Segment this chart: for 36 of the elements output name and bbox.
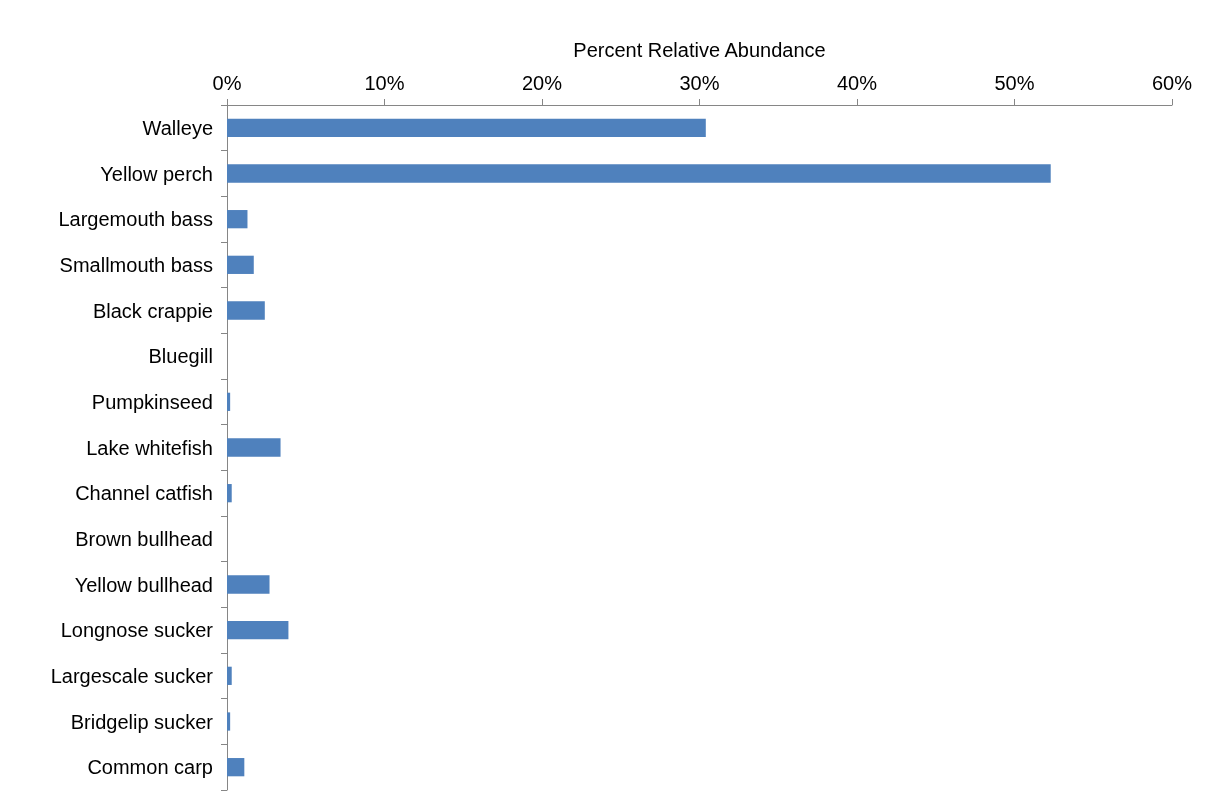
bar [227,621,289,640]
bar [227,210,248,229]
bar [227,484,232,503]
y-tick-label: Lake whitefish [86,436,213,459]
x-tick-label: 0% [212,72,242,94]
bar [227,758,245,777]
bar [227,301,265,320]
y-tick-label: Common carp [87,756,213,779]
bar [227,164,1051,183]
x-tick-label: 40% [836,72,878,94]
y-tick-label: Black crappie [92,299,213,322]
bar [227,118,706,137]
y-tick-label: Bluegill [148,345,213,368]
x-tick-label: 50% [994,72,1035,94]
bar [227,438,281,457]
y-tick-label: Bridgelip sucker [70,710,214,733]
bar [227,392,231,411]
bar [227,712,231,731]
y-tick-label: Largescale sucker [50,664,214,687]
y-tick-label: Yellow bullhead [74,573,213,596]
y-tick-label: Longnose sucker [60,619,214,642]
x-tick-label: 30% [679,72,720,94]
bar [227,666,232,685]
y-tick-label: Pumpkinseed [91,390,213,413]
y-tick-label: Brown bullhead [75,527,213,550]
x-tick-label: 20% [521,72,563,94]
bar [227,255,254,274]
y-tick-label: Channel catfish [75,482,213,505]
y-tick-label: Walleye [142,116,213,139]
bar [227,575,270,594]
x-tick-label: 10% [364,72,405,94]
x-tick-label: 60% [1151,72,1193,94]
x-axis-title: Percent Relative Abundance [573,39,826,61]
y-tick-label: Yellow perch [100,162,213,185]
y-tick-label: Largemouth bass [58,208,213,231]
y-tick-label: Smallmouth bass [59,253,213,276]
